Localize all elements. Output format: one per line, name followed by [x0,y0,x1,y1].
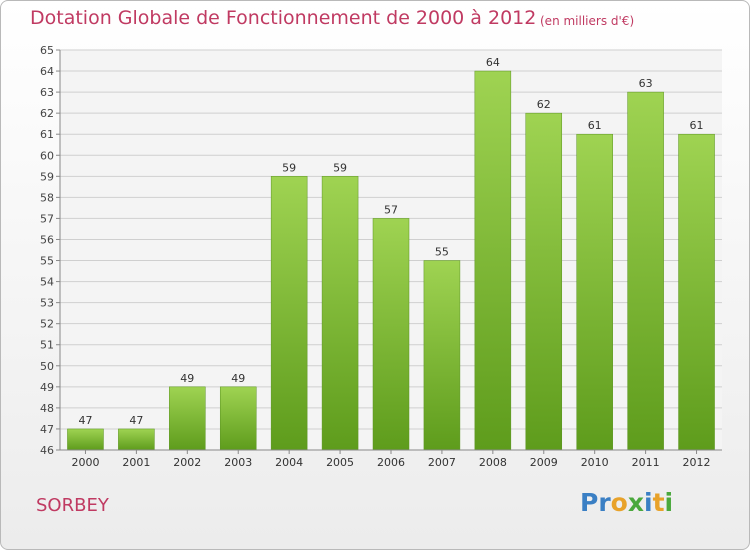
data-label: 59 [282,161,296,174]
y-tick-label: 49 [40,381,54,394]
chart-title: Dotation Globale de Fonctionnement de 20… [30,7,537,29]
bar [678,133,715,451]
bar [219,386,257,451]
x-tick-label: 2008 [479,456,507,469]
logo-letter: i [664,488,674,517]
y-tick-label: 55 [40,255,54,268]
bar [576,133,613,451]
logo-letter: t [652,488,665,517]
bar [627,91,664,451]
data-label: 47 [129,414,143,427]
logo-letter: r [598,488,611,517]
x-tick-label: 2004 [275,456,303,469]
y-tick-label: 57 [40,212,54,225]
y-tick-label: 48 [40,402,54,415]
x-tick-label: 2011 [632,456,660,469]
y-tick-label: 47 [40,423,54,436]
y-tick-label: 50 [40,360,54,373]
data-label: 62 [537,98,551,111]
x-tick-label: 2001 [122,456,150,469]
x-tick-label: 2006 [377,456,405,469]
data-label: 49 [180,372,194,385]
bar [118,428,155,451]
y-tick-label: 52 [40,318,54,331]
y-tick-label: 59 [40,170,54,183]
bar [423,260,461,451]
data-label: 61 [588,119,602,132]
data-label: 57 [384,203,398,216]
bar [321,176,359,451]
data-label: 55 [435,246,449,259]
bars: 47 47 49 49 59 59 57 55 64 62 61 63 61 [67,56,715,451]
x-tick-label: 2000 [71,456,99,469]
data-label: 49 [231,372,245,385]
bar [474,70,512,451]
x-tick-label: 2005 [326,456,354,469]
y-tick-label: 56 [40,233,54,246]
data-label: 47 [78,414,92,427]
bar [270,176,308,451]
data-label: 63 [639,77,653,90]
axes: 46 47 48 49 50 51 52 53 54 55 56 57 58 59 60 61 62 63 64 65… [40,44,722,469]
x-tick-label: 2012 [683,456,711,469]
y-tick-label: 54 [40,276,54,289]
bar [169,386,206,451]
chart-subtitle: (en milliers d'€) [540,14,635,28]
x-tick-label: 2003 [224,456,252,469]
logo-letter: o [610,488,628,517]
data-label: 61 [690,119,704,132]
y-tick-label: 61 [40,128,54,141]
data-label: 59 [333,161,347,174]
y-tick-label: 51 [40,339,54,352]
x-tick-label: 2010 [581,456,609,469]
logo-letter: P [580,488,599,517]
y-tick-label: 64 [40,65,54,78]
commune-name: SORBEY [36,495,109,516]
bar [372,218,410,451]
x-tick-label: 2002 [173,456,201,469]
proxiti-logo: Proxiti [580,488,690,528]
y-tick-label: 60 [40,149,54,162]
x-tick-label: 2007 [428,456,456,469]
y-tick-label: 62 [40,107,54,120]
bar [525,112,563,451]
y-tick-label: 58 [40,191,54,204]
data-label: 64 [486,56,500,69]
bar [67,428,104,451]
logo-letter: i [644,488,653,517]
x-tick-label: 2009 [530,456,558,469]
y-tick-label: 65 [40,44,54,57]
y-tick-label: 53 [40,297,54,310]
y-tick-label: 46 [40,444,54,457]
y-tick-label: 63 [40,86,54,99]
logo-letter: x [627,488,644,517]
